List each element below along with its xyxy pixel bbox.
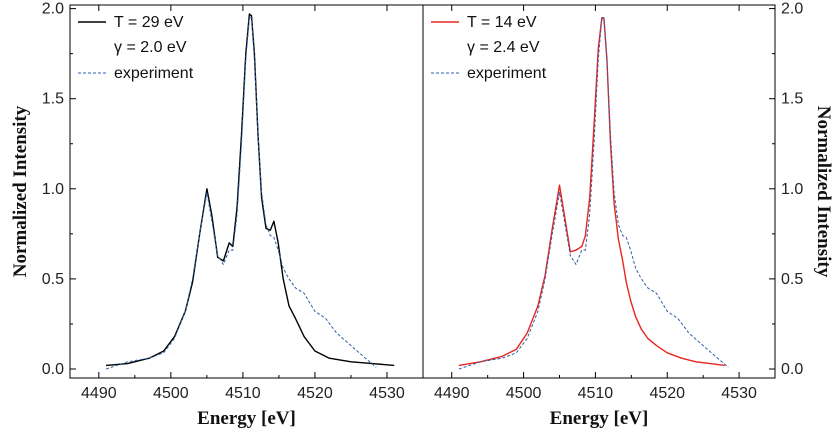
series-line-t-14-ev (458, 16, 725, 367)
x-axis-label: Energy [eV] (550, 408, 649, 429)
y-tick-label: 0.5 (42, 271, 64, 288)
x-tick-label: 4490 (81, 385, 117, 402)
y-tick-label: 0.0 (42, 361, 64, 378)
x-tick-label: 4510 (225, 385, 261, 402)
legend-label-temperature: T = 14 eV (467, 14, 537, 31)
y-tick-label: 1.5 (42, 91, 64, 108)
series-line-experiment (458, 17, 729, 370)
y-axis-label: Normalized Intensity (813, 106, 832, 278)
legend-label-gamma: γ = 2.0 eV (114, 39, 187, 56)
right-panel: 4490 4500 4510 4520 4530 0.0 0.5 1.0 1.5 2.0 Energ… (422, 1, 832, 429)
y-tick-label: 0.0 (781, 361, 803, 378)
x-tick-label: 4520 (297, 385, 333, 402)
legend-label-temperature: T = 29 eV (114, 14, 184, 31)
x-tick-label: 4530 (369, 385, 405, 402)
legend-label-experiment: experiment (114, 65, 194, 82)
left-panel: 4490 4500 4510 4520 4530 0.0 0.5 1.0 1.5 2.0 Energ… (10, 1, 424, 429)
y-axis-label: Normalized Intensity (10, 105, 31, 277)
plot-frame (422, 4, 776, 379)
legend-label-experiment: experiment (467, 65, 547, 82)
legend-label-gamma: γ = 2.4 eV (467, 39, 540, 56)
y-tick-label: 2.0 (781, 1, 803, 18)
x-tick-label: 4510 (578, 385, 614, 402)
x-tick-label: 4490 (434, 385, 470, 402)
series-line-t-29-ev (105, 13, 395, 367)
y-tick-label: 0.5 (781, 271, 803, 288)
x-axis-label: Energy [eV] (197, 408, 296, 429)
x-tick-label: 4520 (649, 385, 685, 402)
y-tick-label: 1.5 (781, 91, 803, 108)
plot-frame (69, 4, 424, 379)
x-tick-label: 4500 (506, 385, 542, 402)
series-line-experiment (105, 17, 377, 370)
y-tick-label: 1.0 (42, 181, 64, 198)
y-tick-label: 2.0 (42, 1, 64, 18)
x-tick-label: 4530 (721, 385, 757, 402)
x-tick-label: 4500 (153, 385, 189, 402)
y-tick-label: 1.0 (781, 181, 803, 198)
